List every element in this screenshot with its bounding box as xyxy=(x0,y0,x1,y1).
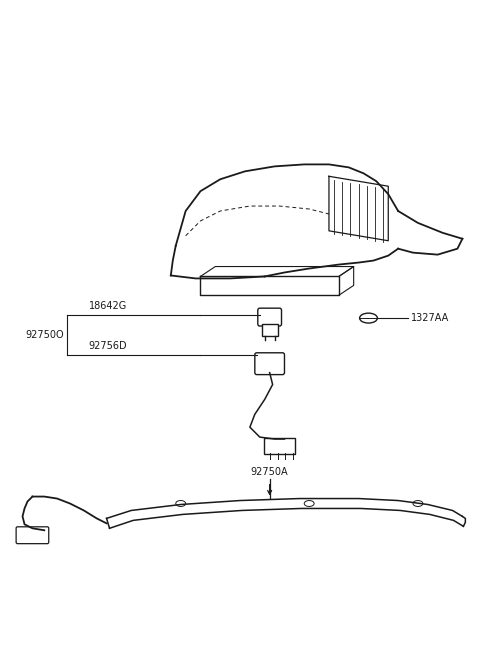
FancyBboxPatch shape xyxy=(258,308,281,326)
Bar xyxy=(262,324,277,336)
FancyBboxPatch shape xyxy=(16,527,49,543)
Ellipse shape xyxy=(413,501,423,507)
Ellipse shape xyxy=(304,501,314,507)
Text: 18642G: 18642G xyxy=(89,301,127,311)
Text: 92750O: 92750O xyxy=(25,330,64,340)
Text: 92750A: 92750A xyxy=(251,466,288,477)
Text: 1327AA: 1327AA xyxy=(411,313,449,323)
Ellipse shape xyxy=(360,313,377,323)
Ellipse shape xyxy=(176,501,186,507)
Text: 92756D: 92756D xyxy=(89,341,127,351)
FancyBboxPatch shape xyxy=(264,438,295,454)
FancyBboxPatch shape xyxy=(255,353,285,374)
